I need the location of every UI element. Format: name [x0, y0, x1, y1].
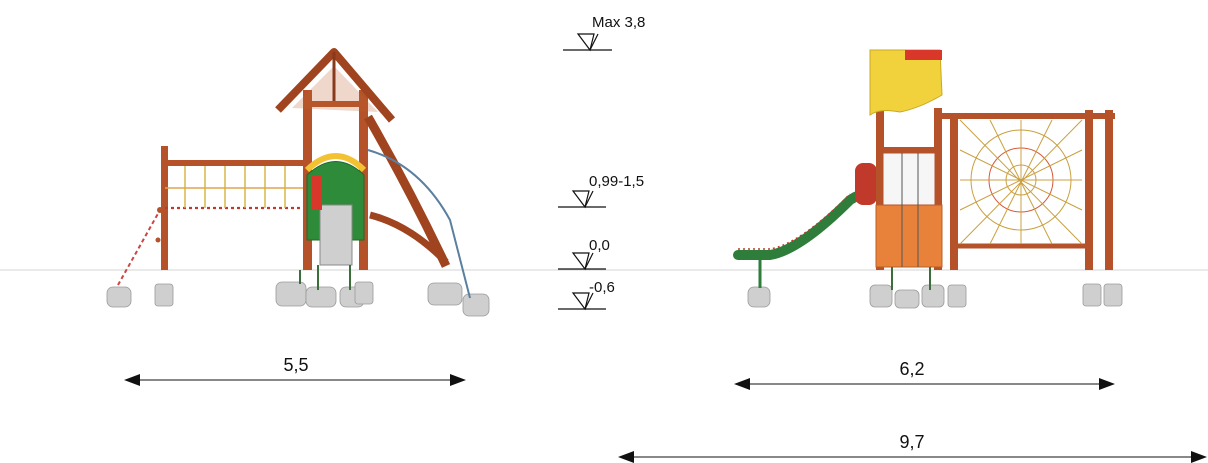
dimension-label-front-view: 6,2: [899, 359, 924, 379]
level-marker-fall-height: [558, 190, 606, 209]
level-marker-ground: [558, 252, 606, 271]
level-label-max: Max 3,8: [592, 14, 645, 31]
dimension-side-view: [124, 374, 466, 386]
side-view-structure: [106, 48, 490, 317]
front-view-structure: [733, 49, 1123, 309]
level-markers: [558, 33, 612, 311]
dimension-label-total: 9,7: [899, 432, 924, 452]
level-label-ground: 0,0: [589, 237, 610, 254]
dimension-front-view: [734, 378, 1115, 390]
level-marker-max: [563, 33, 612, 52]
dimension-label-side-view: 5,5: [283, 355, 308, 375]
level-marker-foundation: [558, 292, 606, 311]
front-view-footings: [747, 283, 1123, 309]
spider-web-net: [959, 119, 1083, 245]
dimension-total: [618, 451, 1207, 463]
level-label-foundation: -0,6: [589, 279, 615, 296]
level-label-fall-height: 0,99-1,5: [589, 173, 644, 190]
side-view-footings: [106, 281, 490, 317]
